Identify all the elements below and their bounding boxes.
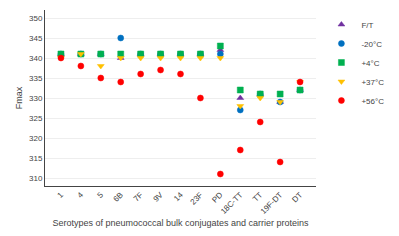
svg-text:6B: 6B [112, 190, 125, 203]
svg-text:-20°C: -20°C [361, 40, 382, 49]
svg-text:+4°C: +4°C [361, 59, 379, 68]
svg-text:Fmax: Fmax [14, 86, 24, 109]
svg-text:315: 315 [29, 154, 43, 163]
svg-text:335: 335 [29, 74, 43, 83]
svg-text:350: 350 [29, 14, 43, 23]
svg-text:310: 310 [29, 174, 43, 183]
svg-text:320: 320 [29, 134, 43, 143]
svg-text:Serotypes of pneumococcal bulk: Serotypes of pneumococcal bulk conjugate… [52, 218, 309, 228]
svg-text:PD: PD [210, 190, 224, 204]
svg-text:19F-DT: 19F-DT [259, 190, 285, 216]
svg-text:F/T: F/T [361, 21, 373, 30]
svg-text:14: 14 [172, 190, 185, 203]
svg-text:4: 4 [76, 190, 86, 200]
svg-text:330: 330 [29, 94, 43, 103]
svg-text:1: 1 [56, 190, 66, 200]
svg-text:+56°C: +56°C [361, 97, 384, 106]
svg-text:TT: TT [251, 190, 264, 203]
svg-text:345: 345 [29, 34, 43, 43]
svg-text:23F: 23F [189, 190, 205, 206]
svg-text:18C-TT: 18C-TT [219, 190, 245, 216]
svg-text:DT: DT [290, 190, 304, 204]
svg-text:9V: 9V [152, 190, 166, 204]
svg-text:5: 5 [96, 190, 106, 200]
svg-text:340: 340 [29, 54, 43, 63]
svg-text:7F: 7F [132, 190, 145, 203]
svg-text:+37°C: +37°C [361, 78, 384, 87]
svg-text:325: 325 [29, 114, 43, 123]
